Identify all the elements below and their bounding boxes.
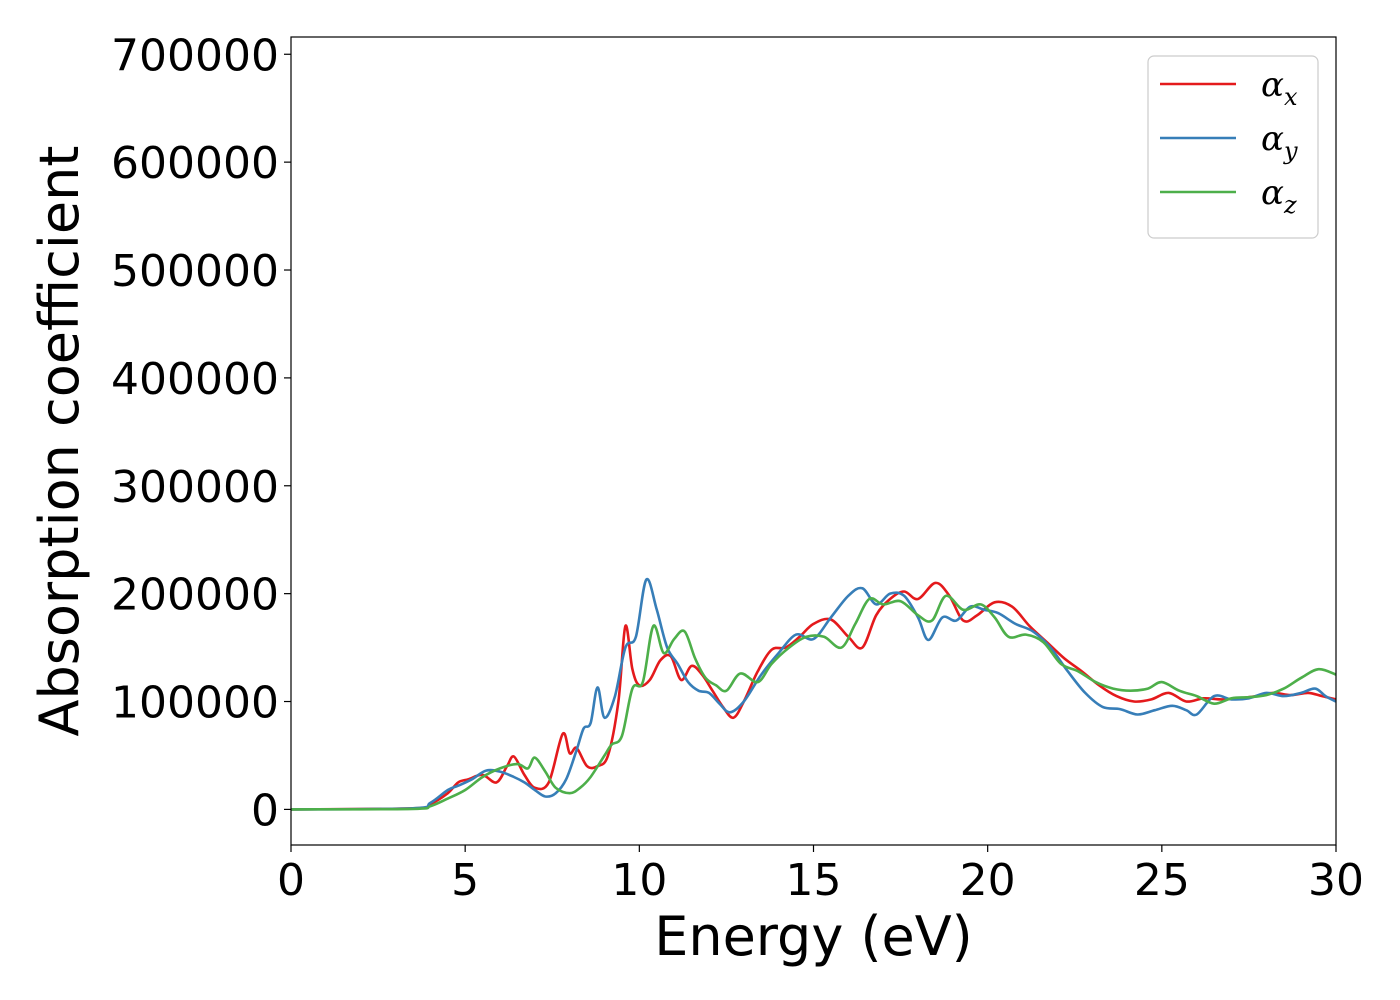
x-tick-label: 10 xyxy=(611,855,667,906)
y-axis-ticks: 0 100000 200000 300000 400000 500000 600000 700… xyxy=(111,30,291,836)
y-tick-label: 500000 xyxy=(111,246,279,297)
y-tick-label: 400000 xyxy=(111,354,279,405)
y-tick-label: 300000 xyxy=(111,462,279,513)
legend: αx αy αz xyxy=(1147,55,1319,239)
data-series xyxy=(290,577,1337,811)
y-tick-label: 600000 xyxy=(111,138,279,189)
series-line-2 xyxy=(290,577,1337,811)
x-tick-label: 5 xyxy=(451,855,479,906)
y-tick-label: 200000 xyxy=(111,570,279,621)
y-tick-label: 100000 xyxy=(111,678,279,729)
y-tick-label: 0 xyxy=(251,785,279,836)
x-tick-label: 0 xyxy=(277,855,305,906)
y-tick-label: 700000 xyxy=(111,30,279,81)
x-tick-label: 15 xyxy=(786,855,842,906)
y-axis-label: Absorption coefficient xyxy=(28,146,91,737)
series-line-3 xyxy=(290,594,1337,811)
x-tick-label: 20 xyxy=(960,855,1016,906)
x-tick-label: 30 xyxy=(1308,855,1364,906)
legend-label: αy xyxy=(1261,119,1298,165)
x-tick-label: 25 xyxy=(1134,855,1190,906)
x-axis-label: Energy (eV) xyxy=(654,905,973,968)
series-line-1 xyxy=(290,581,1337,811)
x-axis-ticks: 0 5 10 15 20 25 30 xyxy=(277,845,1364,906)
legend-label: αz xyxy=(1261,173,1297,219)
plot-frame xyxy=(290,36,1337,846)
legend-label: αx xyxy=(1261,65,1298,111)
